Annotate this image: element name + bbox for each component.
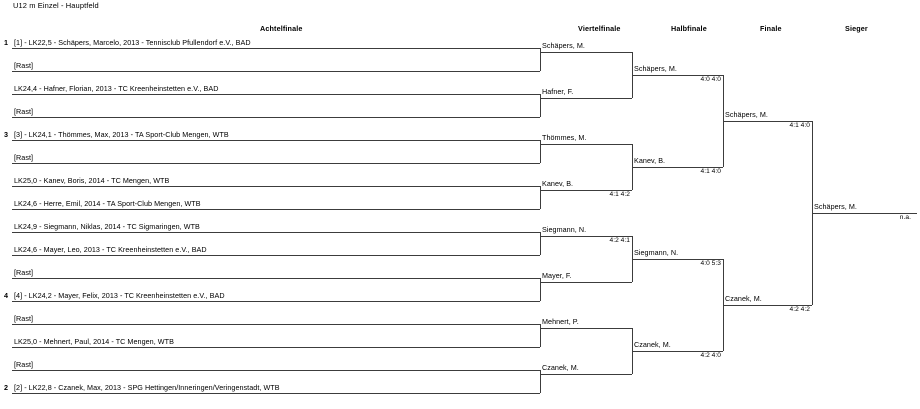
- bracket-line: [723, 121, 812, 122]
- round16-entry[interactable]: [2] - LK22,8 - Czanek, Max, 2013 - SPG H…: [14, 383, 280, 392]
- semifinal-player[interactable]: Kanev, B.: [634, 156, 666, 165]
- semifinal-score: 4:0 5:3: [700, 260, 721, 267]
- quarterfinal-player[interactable]: Czanek, M.: [542, 363, 579, 372]
- round16-entry[interactable]: [Rast]: [14, 314, 34, 323]
- semifinal-player[interactable]: Schäpers, M.: [634, 64, 677, 73]
- bracket-connector: [540, 232, 541, 255]
- winner-player[interactable]: Schäpers, M.: [814, 202, 857, 211]
- bracket-line: [12, 94, 540, 95]
- bracket-line: [12, 186, 540, 187]
- semifinal-player[interactable]: Siegmann, N.: [634, 248, 679, 257]
- bracket-line: [12, 48, 540, 49]
- round16-entry[interactable]: [1] - LK22,5 - Schäpers, Marcelo, 2013 -…: [14, 38, 251, 47]
- bracket-line: [12, 301, 540, 302]
- round16-entry[interactable]: LK24,6 - Mayer, Leo, 2013 - TC Kreenhein…: [14, 245, 207, 254]
- round16-entry[interactable]: [4] - LK24,2 - Mayer, Felix, 2013 - TC K…: [14, 291, 225, 300]
- seed-number: 1: [4, 38, 8, 47]
- final-score: 4:1 4:0: [789, 122, 810, 129]
- bracket-line: [723, 305, 812, 306]
- seed-number: 2: [4, 383, 8, 392]
- bracket-line: [12, 163, 540, 164]
- quarterfinal-player[interactable]: Mehnert, P.: [542, 317, 579, 326]
- quarterfinal-player[interactable]: Siegmann, N.: [542, 225, 587, 234]
- round16-entry[interactable]: [Rast]: [14, 268, 34, 277]
- semifinal-score: 4:0 4:0: [700, 76, 721, 83]
- bracket-connector: [540, 186, 541, 209]
- bracket-line: [12, 255, 540, 256]
- bracket-connector: [540, 370, 541, 393]
- bracket-line: [12, 117, 540, 118]
- quarterfinal-score: 4:2 4:1: [609, 237, 630, 244]
- round-header-sieger: Sieger: [845, 24, 868, 33]
- round16-entry[interactable]: [3] - LK24,1 - Thömmes, Max, 2013 - TA S…: [14, 130, 229, 139]
- bracket-connector: [540, 48, 541, 71]
- round16-entry[interactable]: LK24,4 - Hafner, Florian, 2013 - TC Kree…: [14, 84, 219, 93]
- bracket-line: [812, 213, 917, 214]
- quarterfinal-player[interactable]: Thömmes, M.: [542, 133, 587, 142]
- round16-entry[interactable]: [Rast]: [14, 61, 34, 70]
- round-header-viertelfinale: Viertelfinale: [578, 24, 621, 33]
- bracket-line: [12, 393, 540, 394]
- page-title: U12 m Einzel - Hauptfeld: [13, 1, 99, 10]
- bracket-line: [632, 75, 723, 76]
- bracket-line: [540, 374, 632, 375]
- round-header-finale: Finale: [760, 24, 782, 33]
- quarterfinal-player[interactable]: Schäpers, M.: [542, 41, 585, 50]
- round16-entry[interactable]: LK25,0 - Kanev, Boris, 2014 - TC Mengen,…: [14, 176, 170, 185]
- round16-entry[interactable]: [Rast]: [14, 107, 34, 116]
- quarterfinal-score: 4:1 4:2: [609, 191, 630, 198]
- quarterfinal-player[interactable]: Kanev, B.: [542, 179, 574, 188]
- bracket-connector: [540, 324, 541, 347]
- round-header-halbfinale: Halbfinale: [671, 24, 707, 33]
- round16-entry[interactable]: [Rast]: [14, 360, 34, 369]
- final-player[interactable]: Czanek, M.: [725, 294, 762, 303]
- quarterfinal-player[interactable]: Mayer, F.: [542, 271, 572, 280]
- bracket-line: [632, 167, 723, 168]
- bracket-line: [540, 282, 632, 283]
- bracket-line: [540, 328, 632, 329]
- bracket-line: [12, 232, 540, 233]
- round-header-achtelfinale: Achtelfinale: [260, 24, 303, 33]
- bracket-line: [12, 140, 540, 141]
- bracket-line: [540, 236, 632, 237]
- seed-number: 4: [4, 291, 8, 300]
- round16-entry[interactable]: LK24,9 - Siegmann, Niklas, 2014 - TC Sig…: [14, 222, 200, 231]
- bracket-line: [540, 144, 632, 145]
- final-player[interactable]: Schäpers, M.: [725, 110, 768, 119]
- bracket-line: [632, 259, 723, 260]
- semifinal-player[interactable]: Czanek, M.: [634, 340, 671, 349]
- bracket-line: [540, 98, 632, 99]
- bracket-connector: [540, 94, 541, 117]
- bracket-line: [12, 347, 540, 348]
- semifinal-score: 4:1 4:0: [700, 168, 721, 175]
- bracket-line: [12, 370, 540, 371]
- seed-number: 3: [4, 130, 8, 139]
- bracket-line: [12, 71, 540, 72]
- bracket-line: [540, 52, 632, 53]
- semifinal-score: 4:2 4:0: [700, 352, 721, 359]
- quarterfinal-player[interactable]: Hafner, F.: [542, 87, 574, 96]
- bracket-line: [12, 324, 540, 325]
- bracket-line: [540, 190, 632, 191]
- bracket-line: [12, 278, 540, 279]
- bracket-connector: [540, 140, 541, 163]
- winner-score: n.a.: [899, 214, 911, 221]
- bracket-line: [632, 351, 723, 352]
- bracket-connector: [540, 278, 541, 301]
- round16-entry[interactable]: [Rast]: [14, 153, 34, 162]
- round16-entry[interactable]: LK25,0 - Mehnert, Paul, 2014 - TC Mengen…: [14, 337, 174, 346]
- bracket-line: [12, 209, 540, 210]
- round16-entry[interactable]: LK24,6 - Herre, Emil, 2014 - TA Sport-Cl…: [14, 199, 201, 208]
- final-score: 4:2 4:2: [789, 306, 810, 313]
